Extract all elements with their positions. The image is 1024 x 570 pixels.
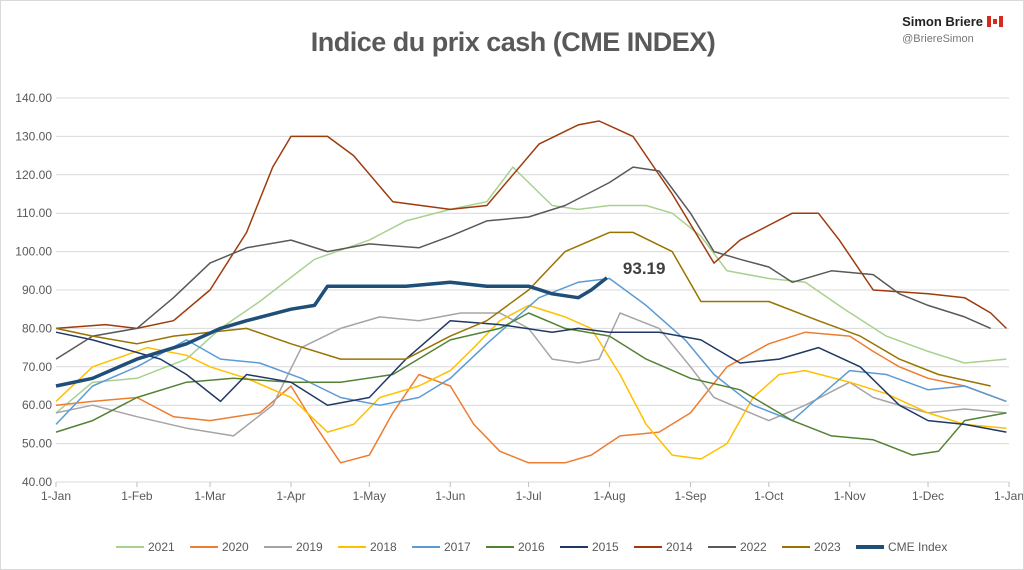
legend-label: 2015 — [592, 540, 619, 554]
canada-flag-icon — [987, 16, 1003, 27]
x-tick-label: 1-Feb — [121, 489, 153, 503]
x-tick-label: 1-Jul — [516, 489, 542, 503]
x-tick-label: 1-Aug — [594, 489, 626, 503]
legend-label: 2020 — [222, 540, 249, 554]
x-tick-label: 1-Dec — [912, 489, 944, 503]
series-line-2021 — [55, 166, 1007, 414]
x-tick-label: 1-Nov — [834, 489, 866, 503]
x-tick-label: 1-Jun — [435, 489, 465, 503]
y-tick-label: 60.00 — [22, 398, 52, 412]
y-tick-label: 100.00 — [15, 245, 52, 259]
series-line-2019 — [55, 312, 1007, 437]
brand: Simon Briere @BriereSimon — [902, 13, 1003, 45]
y-tick-label: 140.00 — [15, 91, 52, 105]
x-tick-label: 1-Sep — [674, 489, 706, 503]
x-tick-label: 1-Mar — [194, 489, 225, 503]
y-tick-label: 90.00 — [22, 283, 52, 297]
y-tick-label: 70.00 — [22, 360, 52, 374]
y-tick-label: 110.00 — [16, 206, 52, 220]
legend-label: 2022 — [740, 540, 767, 554]
series-line-2016 — [55, 312, 1007, 456]
series-line-2022 — [55, 166, 992, 360]
series-line-cme-index — [55, 276, 608, 388]
y-tick-label: 40.00 — [22, 475, 52, 489]
x-tick-label: 1-Jan — [994, 489, 1024, 503]
brand-handle: @BriereSimon — [902, 33, 974, 45]
series-line-2017 — [55, 277, 1007, 425]
x-tick-label: 1-May — [353, 489, 386, 503]
brand-name: Simon Briere — [902, 14, 983, 29]
series-line-2015 — [55, 319, 1007, 433]
legend-label: 2016 — [518, 540, 545, 554]
legend-label: 2019 — [296, 540, 323, 554]
y-tick-label: 50.00 — [22, 437, 52, 451]
chart-title: Indice du prix cash (CME INDEX) — [310, 27, 716, 57]
legend-label: CME Index — [888, 540, 947, 554]
y-tick-label: 80.00 — [22, 321, 52, 335]
x-tick-label: 1-Oct — [754, 489, 784, 503]
legend-label: 2018 — [370, 540, 397, 554]
series-line-2020 — [55, 331, 1007, 464]
series-line-2018 — [55, 304, 1007, 460]
legend-label: 2014 — [666, 540, 693, 554]
last-value-label: 93.19 — [623, 259, 666, 278]
y-tick-label: 130.00 — [15, 129, 52, 143]
legend-label: 2021 — [148, 540, 175, 554]
legend-label: 2017 — [444, 540, 471, 554]
legend-label: 2023 — [814, 540, 841, 554]
series-line-2023 — [55, 231, 991, 387]
x-tick-label: 1-Jan — [41, 489, 71, 503]
series-line-2014 — [55, 120, 1007, 330]
x-tick-label: 1-Apr — [276, 489, 305, 503]
y-tick-label: 120.00 — [15, 168, 52, 182]
